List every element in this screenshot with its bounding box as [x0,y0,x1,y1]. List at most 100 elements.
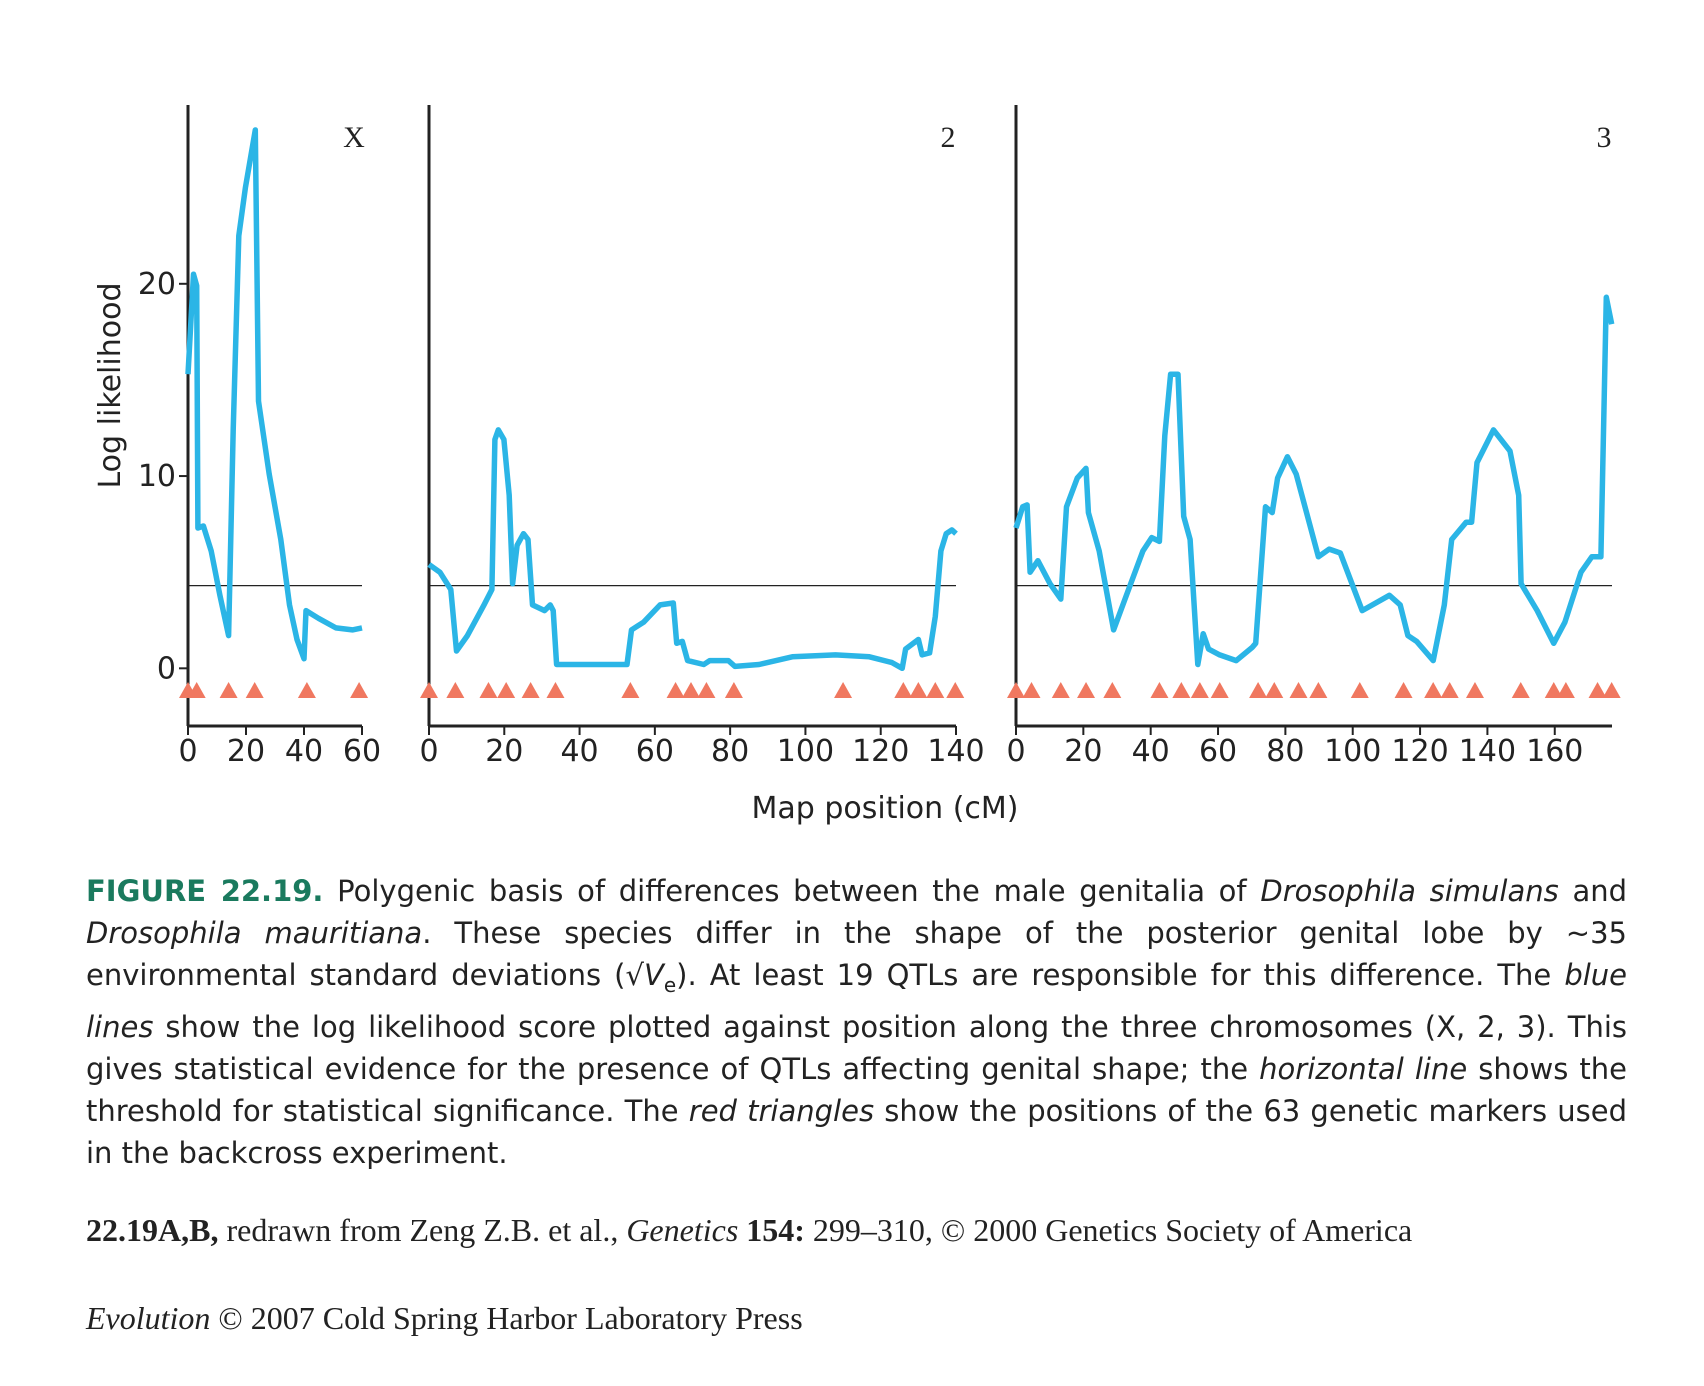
marker-triangle [446,682,465,698]
x-tick-label: 120 [1391,734,1448,769]
caption: FIGURE 22.19. Polygenic basis of differe… [86,870,1627,1174]
text-segment: . These species differ in the shape of t… [86,916,1627,992]
marker-triangle [1289,682,1308,698]
x-tick-label: 160 [1526,734,1583,769]
text-segment: V [643,958,664,992]
x-tick-label: 60 [1199,734,1237,769]
text-segment: e [663,972,677,997]
marker-triangle [219,682,238,698]
marker-triangle [1190,682,1209,698]
marker-triangle [1602,682,1621,698]
marker-triangle [1007,682,1025,698]
text-segment: red triangles [688,1093,875,1128]
x-axis-label: Map position (cM) [752,791,1019,826]
marker-triangle [479,682,498,698]
marker-triangle [521,682,540,698]
x-tick-label: 140 [1459,734,1516,769]
y-tick-label: 0 [157,651,176,686]
marker-triangle [666,682,685,698]
text-segment: Genetics [626,1212,739,1248]
marker-triangle [1544,682,1563,698]
marker-triangle [926,682,945,698]
marker-triangle [1051,682,1070,698]
marker-triangle [420,682,438,698]
marker-triangle [1424,682,1443,698]
x-tick-label: 20 [227,734,265,769]
x-tick-label: 40 [1132,734,1170,769]
marker-triangle [497,682,516,698]
y-axis-label: Log likelihood [93,283,128,489]
text-segment: 22.19A,B, [86,1212,219,1248]
marker-triangle [621,682,640,698]
marker-triangle [1265,682,1284,698]
x-tick-label: 20 [1064,734,1102,769]
marker-triangle [1556,682,1575,698]
x-tick-label: 0 [178,734,197,769]
marker-triangle [681,682,700,698]
text-segment: horizontal line [1259,1051,1468,1086]
x-tick-label: 100 [1324,734,1381,769]
likelihood-line [185,127,363,662]
text-segment: 299–310, © 2000 Genetics Society of Amer… [804,1212,1413,1248]
source: Evolution © 2007 Cold Spring Harbor Labo… [86,1300,803,1337]
marker-triangle [946,682,965,698]
x-tick-label: 0 [1006,734,1025,769]
marker-triangle [1350,682,1369,698]
marker-triangle [1150,682,1169,698]
x-tick-label: 80 [711,734,749,769]
text-segment: Drosophila mauritiana [86,916,423,950]
marker-triangle [1511,682,1530,698]
marker-triangle [1022,682,1041,698]
marker-triangle [894,682,913,698]
likelihood-line [427,427,958,672]
marker-triangle [724,682,743,698]
text-segment: ). At least 19 QTLs are responsible for … [676,958,1565,992]
marker-triangle [697,682,716,698]
x-tick-label: 40 [285,734,323,769]
x-tick-label: 80 [1266,734,1304,769]
text-segment: blue lines [86,958,1628,1044]
marker-triangle [546,682,565,698]
x-tick-label: 100 [777,734,834,769]
marker-triangle [1077,682,1096,698]
marker-triangle [1394,682,1413,698]
panel-title: 3 [1597,121,1612,154]
likelihood-line [1013,294,1615,668]
x-tick-label: 60 [636,734,674,769]
x-tick-label: 60 [343,734,381,769]
text-segment: 154: [738,1212,805,1248]
marker-triangle [1465,682,1484,698]
text-segment: Drosophila simulans [1260,874,1559,908]
y-tick-label: 10 [138,459,176,494]
marker-triangle [1440,682,1459,698]
marker-triangle [297,682,316,698]
marker-triangle [1172,682,1191,698]
marker-triangle [350,682,369,698]
text-segment: FIGURE 22.19. [86,874,324,908]
x-tick-label: 0 [419,734,438,769]
panel-title: X [343,121,365,154]
marker-triangle [1249,682,1268,698]
marker-triangle [1309,682,1328,698]
x-tick-label: 140 [927,734,984,769]
text-segment: Polygenic basis of differences between t… [323,874,1261,908]
text-segment: © 2007 Cold Spring Harbor Laboratory Pre… [210,1300,803,1336]
x-tick-label: 40 [560,734,598,769]
credit: 22.19A,B, redrawn from Zeng Z.B. et al.,… [86,1212,1412,1249]
text-segment: redrawn from Zeng Z.B. et al., [218,1212,627,1248]
marker-triangle [909,682,928,698]
marker-triangle [834,682,853,698]
text-segment: Evolution [86,1300,211,1336]
marker-triangle [245,682,264,698]
text-segment: shows the threshold for statistical sign… [86,1051,1627,1128]
y-tick-label: 20 [138,267,176,302]
marker-triangle [1210,682,1229,698]
marker-triangle [187,682,206,698]
text-segment: show the positions of the 63 genetic mar… [86,1093,1628,1170]
marker-triangle [1103,682,1122,698]
x-tick-label: 20 [485,734,523,769]
x-tick-label: 120 [852,734,909,769]
panel-title: 2 [941,121,956,154]
